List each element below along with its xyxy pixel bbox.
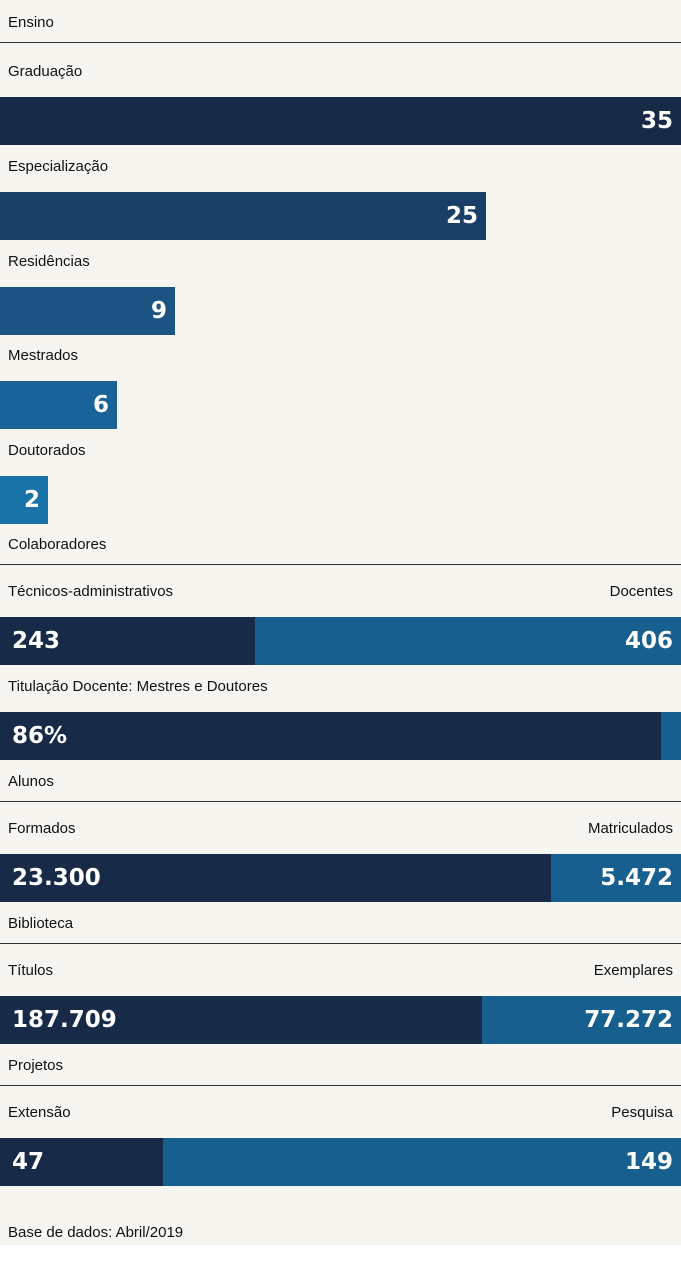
data-source-note: Base de dados: Abril/2019 (8, 1224, 184, 1241)
section-title-projetos: Projetos (8, 1057, 64, 1074)
series-label-tecnicos: Técnicos-administrativos (8, 583, 174, 600)
projetos-stacked-bar: 47 149 (0, 1138, 681, 1186)
section-divider (0, 943, 681, 944)
section-title-ensino: Ensino (8, 14, 54, 31)
titulacao-label: Titulação Docente: Mestres e Doutores (8, 678, 268, 695)
titulacao-value-label: 86% (12, 723, 68, 749)
category-label: Mestrados (8, 347, 79, 365)
section-divider (0, 564, 681, 565)
category-label: Residências (8, 252, 90, 270)
bar-value-label: 25 (445, 202, 478, 229)
stack-segment-right: 406 (255, 617, 681, 665)
section-title-colaboradores: Colaboradores (8, 536, 107, 553)
stack-segment-left: 187.709 (0, 996, 482, 1044)
segment-value-label: 149 (624, 1149, 673, 1175)
section-divider (0, 801, 681, 802)
section-title-biblioteca: Biblioteca (8, 915, 74, 932)
series-label-titulos: Títulos (8, 962, 54, 979)
series-label-pesquisa: Pesquisa (611, 1104, 673, 1121)
titulacao-track: 86% (0, 712, 681, 760)
category-label: Especialização (8, 157, 109, 175)
section-title-alunos: Alunos (8, 773, 54, 790)
bar: 9 (0, 286, 175, 335)
biblioteca-stacked-bar: 187.709 77.272 (0, 996, 681, 1044)
category-label: Doutorados (8, 442, 86, 460)
titulacao-fill-bar: 86% (0, 712, 661, 760)
stack-segment-right: 5.472 (551, 854, 681, 902)
segment-value-label: 77.272 (584, 1007, 673, 1033)
segment-value-label: 23.300 (12, 865, 101, 891)
bar: 25 (0, 191, 486, 240)
bar-value-label: 2 (23, 487, 40, 514)
series-label-formados: Formados (8, 820, 76, 837)
bar-value-label: 9 (150, 297, 167, 324)
section-divider (0, 1085, 681, 1086)
series-label-extensao: Extensão (8, 1104, 71, 1121)
bar: 6 (0, 381, 117, 430)
bar-value-label: 6 (92, 392, 109, 419)
stack-segment-left: 23.300 (0, 854, 551, 902)
segment-value-label: 5.472 (600, 865, 673, 891)
series-label-matriculados: Matriculados (587, 820, 673, 837)
stack-segment-left: 243 (0, 617, 255, 665)
bar: 35 (0, 97, 681, 145)
bar-value-label: 35 (640, 108, 673, 134)
stack-segment-right: 77.272 (482, 996, 681, 1044)
stack-segment-left: 47 (0, 1138, 163, 1186)
series-label-docentes: Docentes (609, 583, 673, 600)
category-label: Graduação (8, 63, 83, 80)
segment-value-label: 47 (12, 1149, 45, 1175)
series-label-exemplares: Exemplares (593, 962, 673, 979)
section-divider (0, 42, 681, 43)
bar: 2 (0, 476, 48, 525)
colaboradores-stacked-bar: 243 406 (0, 617, 681, 665)
segment-value-label: 187.709 (12, 1007, 117, 1033)
segment-value-label: 406 (624, 628, 673, 654)
segment-value-label: 243 (12, 628, 61, 654)
stack-segment-right: 149 (163, 1138, 681, 1186)
alunos-stacked-bar: 23.300 5.472 (0, 854, 681, 902)
